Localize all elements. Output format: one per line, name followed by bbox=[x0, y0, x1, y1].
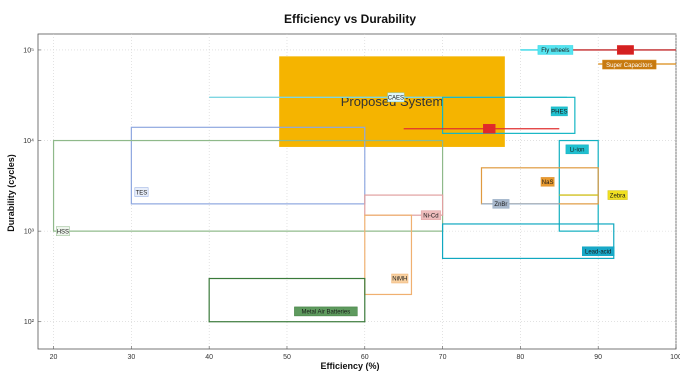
lead-acid-range-box bbox=[441, 223, 615, 260]
metal-air-batteries-range-box bbox=[208, 277, 366, 323]
x-tick-label: 30 bbox=[127, 354, 135, 361]
svg-text:Li-ion: Li-ion bbox=[570, 148, 585, 154]
x-tick-label: 40 bbox=[205, 354, 213, 361]
fly-wheels-label: Fly wheels bbox=[537, 45, 574, 55]
svg-text:Fly wheels: Fly wheels bbox=[541, 48, 569, 54]
metal-air-batteries-label: Metal Air Batteries bbox=[294, 306, 358, 317]
svg-text:Lead-acid: Lead-acid bbox=[585, 249, 611, 255]
x-tick-label: 60 bbox=[361, 354, 369, 361]
x-tick-label: 100 bbox=[670, 354, 680, 361]
y-axis: 10² 10³ 10⁴ 10⁵ bbox=[23, 47, 41, 326]
svg-text:Metal Air Batteries: Metal Air Batteries bbox=[302, 310, 351, 316]
x-axis-label: Efficiency (%) bbox=[320, 361, 379, 371]
smes-label: SMES bbox=[617, 45, 634, 55]
hss-range-box bbox=[52, 139, 444, 232]
x-tick-label: 80 bbox=[516, 354, 524, 361]
technology-layer: Fly wheels Super Capacitors SMES CAES PHES TE… bbox=[52, 45, 676, 323]
svg-text:FB: FB bbox=[485, 127, 493, 133]
lead-acid-label: Lead-acid bbox=[581, 246, 615, 256]
znbr-label: ZnBr bbox=[492, 199, 510, 209]
phes-label: PHES bbox=[550, 106, 568, 117]
svg-text:PHES: PHES bbox=[551, 110, 567, 116]
svg-text:CAES: CAES bbox=[388, 96, 404, 102]
svg-text:SMES: SMES bbox=[617, 48, 634, 54]
ni-cd-label: Ni-Cd bbox=[420, 210, 441, 220]
svg-text:Ni-Cd: Ni-Cd bbox=[423, 213, 438, 219]
x-tick-label: 20 bbox=[50, 354, 58, 361]
chart-title: Efficiency vs Durability bbox=[284, 12, 416, 26]
svg-text:HSS: HSS bbox=[57, 229, 69, 235]
phes-range-box bbox=[441, 96, 576, 134]
x-tick-label: 50 bbox=[283, 354, 291, 361]
x-tick-label: 70 bbox=[439, 354, 447, 361]
x-tick-label: 90 bbox=[594, 354, 602, 361]
x-axis: 20 30 40 50 60 70 80 90 100 bbox=[50, 346, 680, 361]
y-tick-label: 10³ bbox=[24, 229, 35, 236]
fb-label: FB bbox=[483, 123, 496, 134]
nas-label: NaS bbox=[540, 177, 555, 187]
hss-label: HSS bbox=[55, 226, 70, 236]
y-tick-label: 10² bbox=[24, 319, 35, 326]
zebra-label: Zebra bbox=[607, 190, 628, 200]
svg-text:ZnBr: ZnBr bbox=[494, 202, 507, 208]
tes-label: TES bbox=[134, 187, 149, 197]
super-capacitors-label: Super Capacitors bbox=[602, 59, 657, 70]
li-ion-label: Li-ion bbox=[565, 144, 589, 155]
tes-range-box bbox=[130, 126, 366, 205]
nimh-range-box bbox=[364, 214, 413, 296]
y-axis-label: Durability (cycles) bbox=[6, 154, 16, 232]
svg-text:NaS: NaS bbox=[542, 180, 554, 186]
svg-text:NiMH: NiMH bbox=[392, 277, 407, 283]
y-tick-label: 10⁴ bbox=[23, 138, 34, 145]
svg-text:Zebra: Zebra bbox=[610, 193, 626, 199]
nimh-label: NiMH bbox=[391, 273, 409, 284]
y-tick-label: 10⁵ bbox=[23, 47, 34, 54]
caes-label: CAES bbox=[387, 92, 405, 103]
svg-text:Super Capacitors: Super Capacitors bbox=[606, 63, 652, 69]
svg-text:TES: TES bbox=[136, 190, 148, 196]
